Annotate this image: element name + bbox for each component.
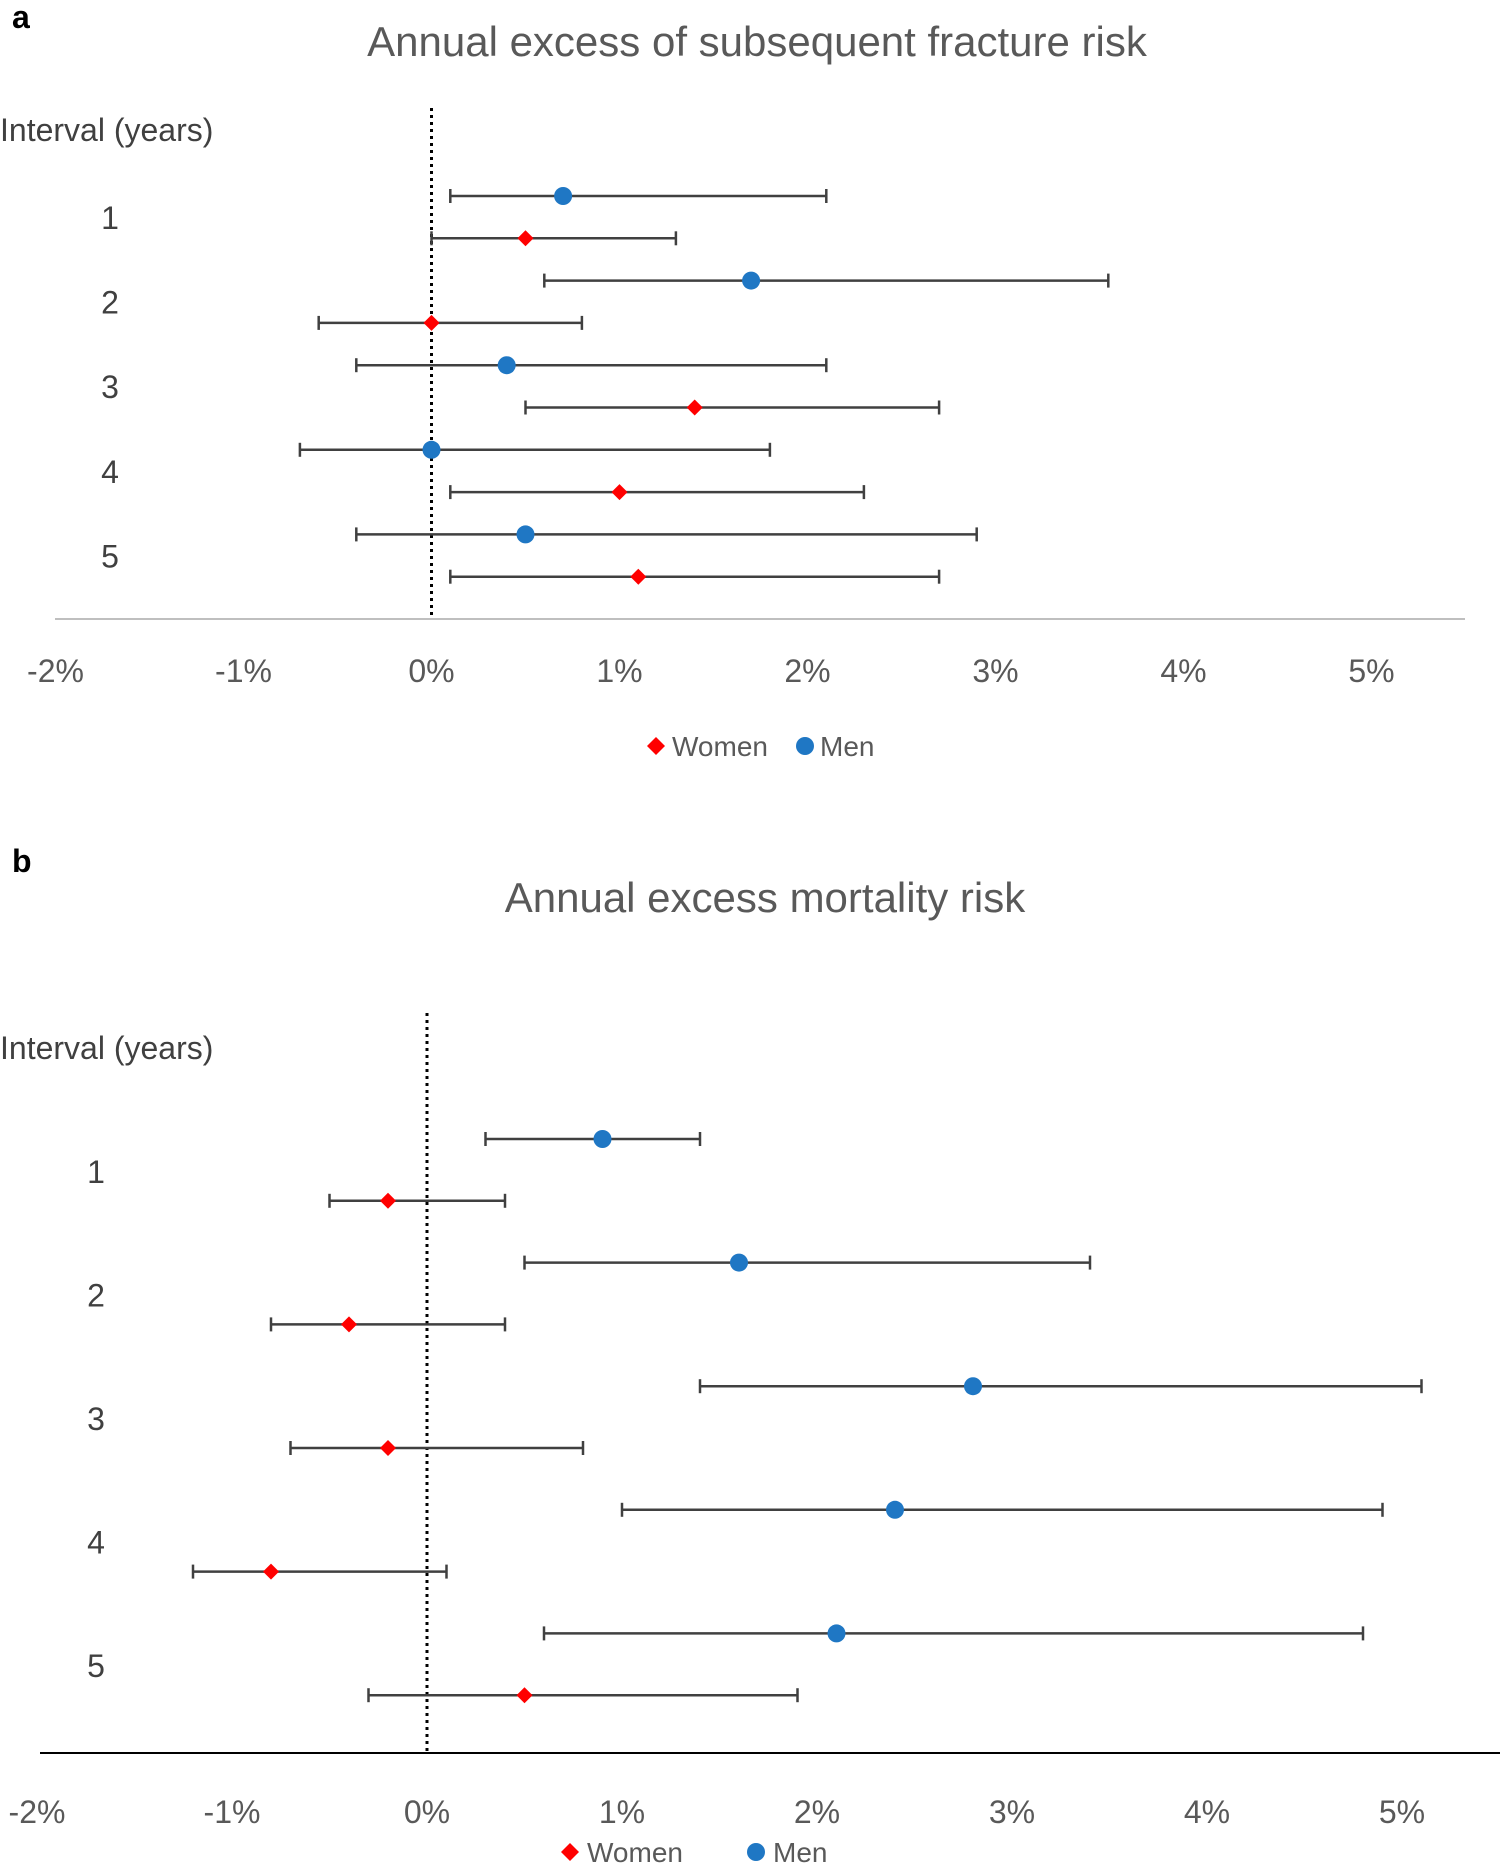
panel-a-legend: Women Men — [647, 731, 874, 762]
men-point-marker — [422, 440, 441, 459]
panel-a-category-label: 4 — [101, 454, 119, 490]
panel-a-legend-women-marker — [647, 737, 665, 755]
panel-a-category-label: 5 — [101, 538, 119, 574]
panel-b-tick-labels: -2% -1% 0% 1% 2% 3% 4% 5% — [9, 1794, 1426, 1830]
panel-b-men-interval-2 — [523, 1253, 1092, 1272]
panel-b-legend-women-marker — [561, 1843, 579, 1861]
women-point-marker — [380, 1192, 396, 1209]
panel-b-category-label: 2 — [87, 1278, 105, 1314]
women-point-marker — [686, 399, 703, 416]
panel-a-women-interval-5 — [449, 568, 941, 585]
women-point-marker — [380, 1440, 396, 1456]
panel-b-category-label: 5 — [87, 1648, 105, 1684]
panel-b-legend: Women Men — [561, 1837, 827, 1868]
panel-b-tick-label: 2% — [794, 1794, 840, 1830]
panel-b-men-interval-5 — [542, 1624, 1365, 1643]
panel-a-legend-men-marker — [796, 737, 814, 755]
panel-b-letter: b — [12, 843, 32, 879]
panel-b-marks — [191, 1130, 1423, 1704]
panel-b-tick-label: -1% — [204, 1794, 261, 1830]
panel-b-tick-label: -2% — [9, 1794, 66, 1830]
men-point-marker — [497, 356, 516, 375]
women-point-marker — [423, 314, 440, 331]
panel-b-men-interval-1 — [484, 1130, 702, 1148]
panel-b-tick-label: 5% — [1379, 1794, 1425, 1830]
panel-b-women-interval-1 — [328, 1192, 507, 1209]
panel-a-category-label: 1 — [101, 200, 119, 236]
panel-b-women-interval-3 — [289, 1440, 585, 1456]
panel-b-category-label: 1 — [87, 1154, 105, 1190]
panel-a-letter: a — [12, 0, 30, 35]
panel-a-men-interval-5 — [355, 525, 978, 544]
panel-a-women-interval-3 — [524, 399, 941, 416]
men-point-marker — [516, 525, 535, 544]
panel-a-tick-label: -2% — [27, 653, 84, 689]
panel-b-legend-men-label: Men — [773, 1837, 827, 1864]
panel-b-tick-label: 1% — [599, 1794, 645, 1830]
men-point-marker — [964, 1377, 982, 1396]
panel-a: a Annual excess of subsequent fracture r… — [0, 0, 1465, 762]
panel-a-tick-label: 0% — [408, 653, 454, 689]
panel-a-women-interval-1 — [430, 230, 678, 247]
panel-a-tick-label: 3% — [972, 653, 1018, 689]
panel-a-tick-label: 1% — [596, 653, 642, 689]
panel-a-men-interval-3 — [355, 356, 828, 375]
women-point-marker — [630, 568, 647, 585]
panel-a-men-interval-4 — [298, 440, 772, 459]
panel-a-legend-men-label: Men — [820, 731, 874, 762]
panel-b-category-label: 3 — [87, 1401, 105, 1437]
panel-b-row-header: Interval (years) — [0, 1030, 213, 1066]
panel-a-row-header: Interval (years) — [0, 112, 213, 148]
men-point-marker — [827, 1624, 846, 1643]
panel-a-tick-label: 4% — [1160, 653, 1206, 689]
panel-b-tick-label: 0% — [404, 1794, 450, 1830]
panel-a-tick-label: -1% — [215, 653, 272, 689]
men-point-marker — [742, 271, 761, 290]
men-point-marker — [593, 1130, 612, 1148]
women-point-marker — [516, 1687, 533, 1704]
panel-a-men-interval-1 — [449, 187, 828, 205]
panel-b-tick-label: 4% — [1184, 1794, 1230, 1830]
panel-b-women-interval-2 — [269, 1316, 507, 1333]
panel-a-tick-labels: -2% -1% 0% 1% 2% 3% 4% 5% — [27, 653, 1395, 689]
panel-b-legend-men-marker — [747, 1843, 765, 1861]
panel-b-tick-label: 3% — [989, 1794, 1035, 1830]
panel-a-categories: 1 2 3 4 5 — [101, 200, 119, 574]
women-point-marker — [263, 1563, 279, 1580]
women-point-marker — [611, 484, 628, 501]
women-point-marker — [341, 1316, 357, 1333]
panel-b-women-interval-4 — [191, 1563, 448, 1580]
panel-b-women-interval-5 — [367, 1687, 799, 1704]
panel-a-women-interval-2 — [317, 314, 584, 331]
women-point-marker — [517, 230, 534, 247]
panel-a-title: Annual excess of subsequent fracture ris… — [367, 18, 1148, 65]
panel-b-men-interval-4 — [620, 1500, 1384, 1519]
men-point-marker — [886, 1500, 904, 1519]
panel-b-men-interval-3 — [698, 1377, 1423, 1396]
panel-a-men-interval-2 — [543, 271, 1110, 290]
panel-b-title: Annual excess mortality risk — [505, 874, 1027, 921]
panel-a-category-label: 3 — [101, 369, 119, 405]
panel-b-category-label: 4 — [87, 1525, 105, 1561]
panel-a-women-interval-4 — [449, 484, 866, 501]
panel-b-legend-women-label: Women — [587, 1837, 683, 1864]
panel-a-tick-label: 5% — [1348, 653, 1394, 689]
panel-a-category-label: 2 — [101, 285, 119, 321]
panel-b-categories: 1 2 3 4 5 — [87, 1154, 105, 1684]
panel-a-tick-label: 2% — [784, 653, 830, 689]
panel-a-legend-women-label: Women — [672, 731, 768, 762]
men-point-marker — [554, 187, 573, 205]
panel-b: b Annual excess mortality risk Interval … — [0, 843, 1500, 1868]
panel-a-marks — [298, 187, 1110, 585]
men-point-marker — [730, 1253, 748, 1272]
